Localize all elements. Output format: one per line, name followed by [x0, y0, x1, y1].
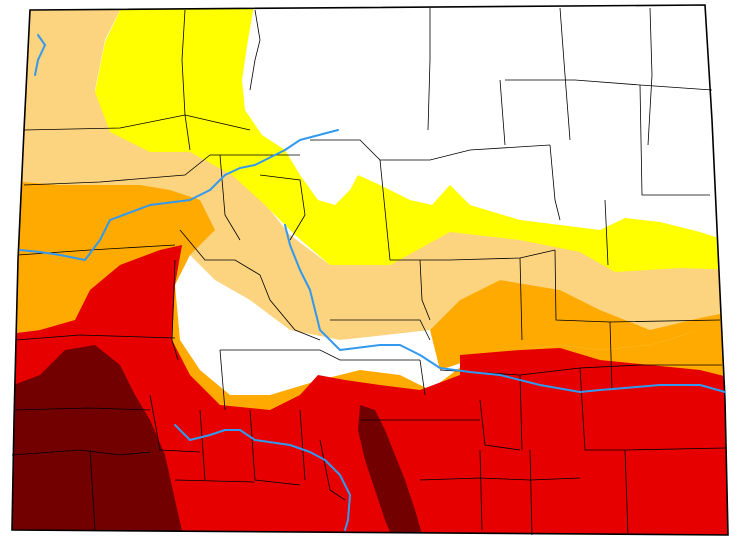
- river-yampa-white: [19, 129, 339, 261]
- rivers: [19, 34, 726, 531]
- river-arkansas: [284, 224, 726, 393]
- zone-d0-north: [95, 5, 728, 272]
- zone-d4-south-central: [358, 405, 425, 535]
- river-yampa-upper: [34, 34, 46, 76]
- zone-d3-south: [12, 245, 728, 535]
- zone-d2-east: [430, 280, 728, 370]
- river-rio-grande: [174, 424, 351, 531]
- zone-d4-southwest: [12, 345, 185, 535]
- county-boundaries: [11, 4, 729, 536]
